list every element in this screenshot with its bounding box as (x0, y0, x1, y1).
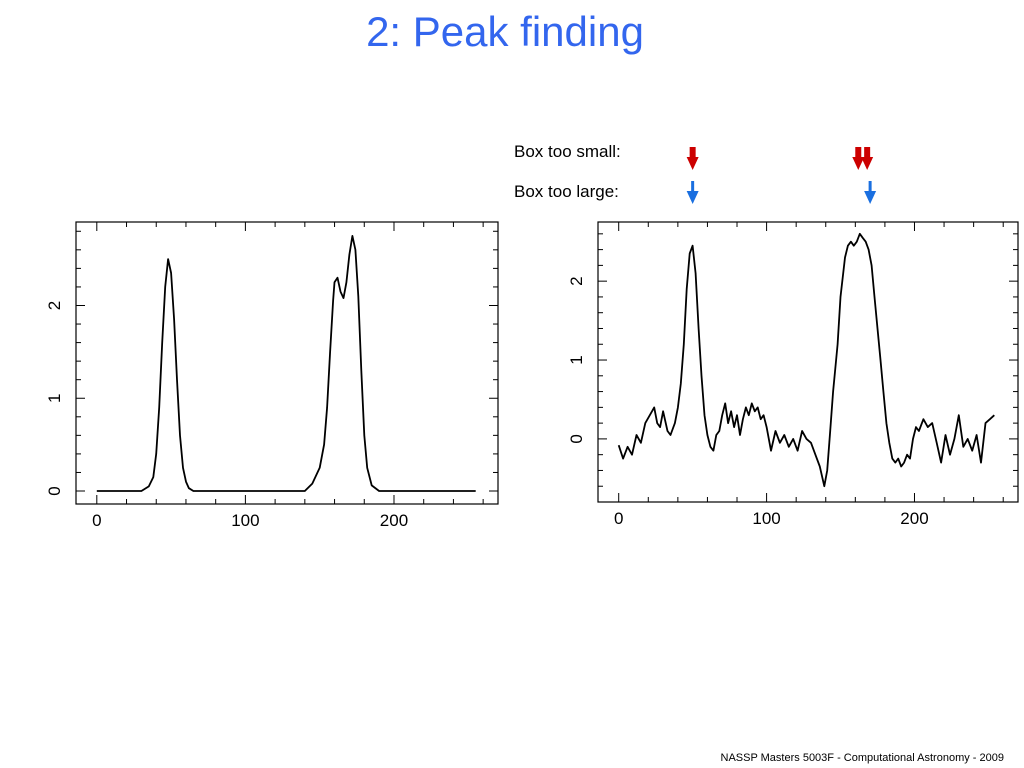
chart2-xtick-label: 100 (752, 509, 780, 528)
chart2-ytick-label: 0 (567, 434, 586, 443)
chart2-xtick-label: 0 (614, 509, 623, 528)
legend-label-box-too-large: Box too large: (514, 182, 619, 201)
small-box-peak-arrow-icon-head (861, 157, 874, 170)
chart2-frame (597, 221, 1019, 503)
large-box-peak-arrow-icon-head (686, 191, 699, 204)
chart1-xtick-label: 100 (231, 511, 259, 530)
large-box-peak-arrow-icon-head (864, 191, 877, 204)
chart1-frame (75, 221, 499, 505)
chart1-xtick-label: 0 (92, 511, 101, 530)
chart1-ytick-label: 0 (45, 486, 64, 495)
chart2-ytick-label: 1 (567, 355, 586, 364)
legend-label-box-too-small: Box too small: (514, 142, 621, 161)
chart1-series-line (96, 235, 476, 492)
chart1-xtick-label: 200 (380, 511, 408, 530)
small-box-peak-arrow-icon-head (686, 157, 699, 170)
slide-footer: NASSP Masters 5003F - Computational Astr… (720, 752, 1005, 764)
chart2-xtick-label: 200 (900, 509, 928, 528)
chart2-ytick-label: 2 (567, 276, 586, 285)
chart2-series-line (617, 232, 995, 488)
chart1-ytick-label: 1 (45, 394, 64, 403)
slide-title: 2: Peak finding (366, 8, 644, 55)
small-box-peak-arrow-icon-head (852, 157, 865, 170)
chart1-ytick-label: 2 (45, 301, 64, 310)
